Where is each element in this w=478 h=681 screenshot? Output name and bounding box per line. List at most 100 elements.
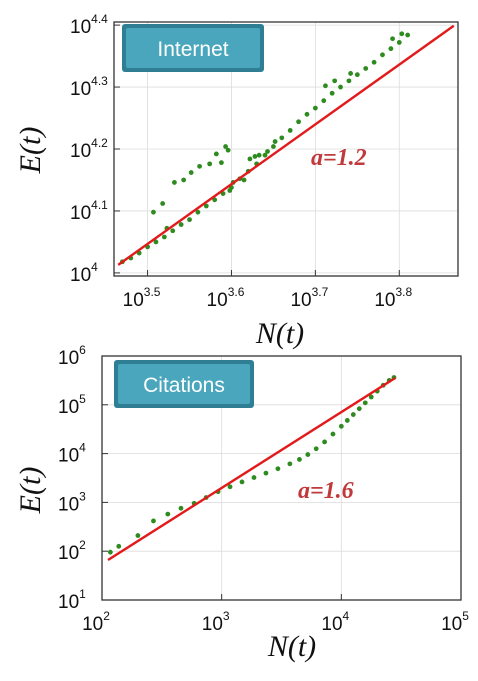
internet-x-tick-exponent: 3.8 <box>395 285 412 299</box>
internet-y-tick-label: 104.1 <box>70 198 108 224</box>
internet-data-point <box>151 209 156 215</box>
internet-data-point <box>161 234 167 240</box>
internet-data-point <box>247 156 253 162</box>
internet-data-point <box>213 151 219 157</box>
internet-panel: 103.5 103.6 103.7 103.8 104 104.1 104.2 104.3 10… <box>14 12 459 350</box>
internet-data-point <box>188 170 194 175</box>
internet-data-point <box>203 203 209 209</box>
internet-data-point <box>405 32 411 38</box>
citations-data-point <box>350 412 356 417</box>
internet-data-point <box>262 152 268 158</box>
internet-data-point <box>160 201 166 206</box>
citations-x-axis-label: N(t) <box>267 630 316 663</box>
internet-data-point <box>321 98 327 104</box>
internet-data-point <box>312 105 318 111</box>
internet-y-tick-exponent: 4.2 <box>91 136 108 150</box>
citations-x-tick-exponent: 2 <box>103 609 110 623</box>
internet-data-point <box>195 209 201 215</box>
internet-x-axis-label: N(t) <box>255 317 304 350</box>
internet-x-tick-exponent: 3.5 <box>144 285 161 299</box>
internet-data-point <box>227 188 233 193</box>
internet-data-point <box>390 36 395 42</box>
internet-title-badge: Internet <box>122 24 264 72</box>
internet-data-point <box>218 160 224 166</box>
citations-y-tick-exponent: 1 <box>79 587 86 601</box>
citations-data-point <box>151 518 156 524</box>
citations-data-point <box>275 466 281 472</box>
citations-y-tick-exponent: 5 <box>79 392 86 406</box>
internet-data-point <box>279 135 285 141</box>
internet-y-tick-label: 104.2 <box>70 136 108 162</box>
internet-data-point <box>396 40 402 45</box>
internet-data-point <box>388 46 394 52</box>
citations-data-point <box>239 479 245 485</box>
citations-fit-line <box>107 376 396 561</box>
internet-x-tick-exponent: 3.6 <box>228 285 245 299</box>
internet-data-point <box>265 149 270 154</box>
internet-x-tick-label: 103.6 <box>207 285 245 311</box>
internet-y-tick-exponent: 4.3 <box>91 74 108 88</box>
citations-title-badge: Citations <box>114 360 254 408</box>
internet-data-point <box>346 78 352 84</box>
internet-data-point <box>399 31 405 37</box>
citations-data-point <box>263 470 269 476</box>
citations-data-point <box>178 505 184 511</box>
internet-y-axis-label: E(t) <box>14 127 47 175</box>
internet-data-point <box>354 72 360 78</box>
citations-data-point <box>313 446 319 452</box>
citations-data-point <box>305 452 311 457</box>
internet-title: Internet <box>157 38 228 61</box>
citations-x-tick-exponent: 4 <box>343 609 350 623</box>
citations-data-point <box>344 418 350 423</box>
citations-plot-frame <box>101 355 462 601</box>
internet-x-tick-exponent: 3.7 <box>312 285 329 299</box>
internet-data-point <box>304 111 310 117</box>
internet-y-tick-label: 104.4 <box>70 12 108 38</box>
citations-y-tick-label: 106 <box>58 343 86 369</box>
internet-data-point <box>178 222 184 227</box>
internet-data-point <box>241 177 247 183</box>
internet-y-tick-exponent: 4 <box>91 260 98 274</box>
citations-data-point <box>116 543 122 549</box>
internet-data-point <box>272 139 278 144</box>
citations-y-axis-label: E(t) <box>14 467 47 515</box>
internet-y-tick-exponent: 4.4 <box>91 12 108 26</box>
internet-x-tick-label: 103.5 <box>123 285 161 311</box>
internet-data-point <box>380 52 385 58</box>
internet-slope-annotation: a=1.2 <box>311 145 367 171</box>
internet-data-point <box>323 83 328 89</box>
internet-x-tick-label: 103.7 <box>290 285 328 311</box>
citations-data-point <box>362 400 368 406</box>
citations-y-tick-label: 105 <box>58 392 86 418</box>
internet-data-point <box>371 59 377 65</box>
internet-data-point <box>338 84 343 90</box>
internet-data-point <box>296 119 301 125</box>
citations-data-point <box>251 475 257 480</box>
internet-data-point <box>170 228 176 234</box>
citations-x-tick-label: 105 <box>441 609 469 635</box>
internet-fit-line <box>117 24 455 266</box>
citations-data-point <box>338 423 344 429</box>
internet-data-point <box>332 78 338 84</box>
citations-y-tick-exponent: 2 <box>79 538 86 552</box>
citations-y-tick-label: 103 <box>58 489 86 515</box>
citations-data-point <box>287 461 293 467</box>
internet-data-point <box>187 217 192 223</box>
internet-data-point <box>329 90 335 96</box>
internet-y-tick-label: 104 <box>70 260 98 286</box>
citations-data-point <box>322 439 327 445</box>
internet-data-point <box>153 239 159 245</box>
internet-data-point <box>212 197 218 203</box>
citations-data-point <box>330 431 336 437</box>
internet-data-point <box>181 177 187 183</box>
internet-data-point <box>348 71 354 76</box>
internet-data-point <box>172 180 177 185</box>
internet-data-point <box>252 154 258 159</box>
citations-data-point <box>297 457 302 462</box>
citations-x-tick-label: 102 <box>82 609 110 635</box>
internet-y-tick-label: 104.3 <box>70 74 108 100</box>
citations-data-point <box>135 533 141 538</box>
citations-data-point <box>356 406 362 412</box>
